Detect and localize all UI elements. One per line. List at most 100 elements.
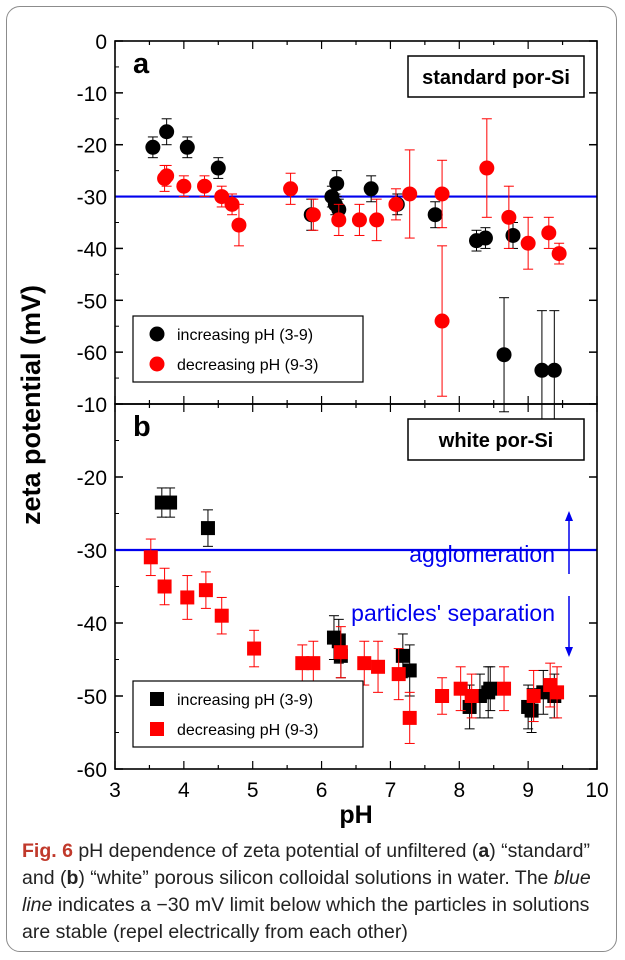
panel-a-decreasing-point	[231, 217, 247, 233]
panel-a-decreasing-point	[434, 313, 450, 329]
panel-a-increasing-point	[179, 139, 195, 155]
panel-b-decreasing-point	[306, 656, 321, 671]
panel-b-legend-label: increasing pH (3-9)	[177, 692, 313, 709]
panel-b-decreasing-point	[357, 656, 372, 671]
panel-a-decreasing-point	[479, 160, 495, 176]
panel-b-decreasing-point	[402, 710, 417, 725]
panel-b-increasing-point	[200, 521, 215, 536]
x-tick-label: 5	[247, 779, 259, 802]
panel-b-decreasing-point	[198, 583, 213, 598]
panel-b-increasing-point	[163, 495, 178, 510]
panel-b-decreasing-point	[550, 685, 565, 700]
figure-caption: Fig. 6 pH dependence of zeta potential o…	[22, 838, 607, 946]
panel-a-decreasing-point	[402, 186, 418, 202]
panel-b-increasing-point	[462, 699, 477, 714]
panel-a-title-box	[407, 55, 585, 98]
panel-b-decreasing-point	[295, 656, 310, 671]
panel-b-increasing-point	[331, 634, 346, 649]
panel-a-increasing-point	[159, 124, 175, 140]
panel-b-decreasing-point	[497, 681, 512, 696]
panel-a-decreasing-point	[214, 189, 230, 205]
x-axis-title: pH	[339, 801, 372, 829]
x-tick-label: 8	[453, 779, 465, 802]
panel-b-decreasing-point	[333, 645, 348, 660]
panel-a-increasing-point	[477, 230, 493, 246]
caption-text-3: ) “white” porous silicon colloidal solut…	[78, 867, 554, 889]
panel-b-increasing-point	[524, 703, 539, 718]
y-axis-title: zeta potential (mV)	[16, 285, 46, 525]
caption-text-1: pH dependence of zeta potential of unfil…	[72, 840, 479, 862]
panel-a-decreasing-point	[331, 212, 347, 228]
panel-b-decreasing-point	[247, 641, 262, 656]
panel-b-decreasing-point	[453, 681, 468, 696]
panel-a-increasing-point	[505, 227, 521, 243]
panel-a-increasing-point	[546, 362, 562, 378]
panel-b-decreasing-point	[157, 579, 172, 594]
panel-a-decreasing-point	[520, 235, 536, 251]
caption-panel-a: a	[478, 840, 490, 862]
agglomeration-arrowhead	[565, 511, 573, 521]
panel-a-decreasing-point	[541, 225, 557, 241]
figure-frame	[6, 6, 617, 952]
separation-arrowhead	[565, 647, 573, 657]
panel-b-decreasing-point	[464, 689, 479, 703]
panel-b-ytick-label: -30	[77, 540, 107, 563]
panel-b-legend-marker	[150, 692, 164, 706]
panel-a-decreasing-point	[224, 196, 240, 212]
x-tick-label: 4	[178, 779, 190, 802]
x-tick-label: 6	[316, 779, 328, 802]
panel-b-legend-box	[132, 680, 364, 748]
panel-a-decreasing-point	[159, 168, 175, 184]
panel-b-decreasing-point	[391, 667, 406, 682]
zeta-potential-chart: 0 -10 -20 -30 -40 -50 -60 a standard por-Si incre…	[16, 31, 609, 829]
panel-a-legend-marker	[149, 356, 165, 372]
panel-a-decreasing-point	[197, 178, 213, 194]
panel-a-decreasing-point	[283, 181, 299, 197]
panel-a-ytick-label: -10	[77, 83, 107, 106]
caption-text-2: ) “standard” and (	[22, 840, 591, 889]
caption-text-4: indicates a −30 mV limit below which the…	[22, 894, 590, 943]
panel-b-ytick-label: -20	[77, 467, 107, 490]
panel-a-legend-label: decreasing pH (9-3)	[177, 357, 318, 374]
panel-a-decreasing-point	[369, 212, 385, 228]
panel-a-ytick-label: -30	[77, 187, 107, 210]
panel-a-increasing-point	[427, 207, 443, 223]
panel-b-title-box	[407, 418, 585, 461]
panel-a-ytick-label: 0	[95, 31, 107, 54]
panel-b-frame	[114, 403, 598, 770]
panel-b-ytick-label: -10	[77, 394, 107, 417]
panel-a-increasing-point	[534, 362, 550, 378]
panel-a-increasing-point	[363, 181, 379, 197]
caption-panel-b: b	[66, 867, 79, 889]
panel-b-increasing-point	[402, 663, 417, 678]
panel-b-legend-marker	[150, 722, 164, 736]
panel-b-increasing-point	[395, 648, 410, 663]
panel-a-letter: a	[133, 48, 150, 80]
panel-b-decreasing-point	[371, 659, 386, 674]
panel-a-increasing-point	[329, 176, 345, 192]
caption-fig-label: Fig. 6	[22, 840, 73, 862]
panel-a-legend-label: increasing pH (3-9)	[177, 327, 313, 344]
panel-a-decreasing-point	[501, 209, 517, 225]
annotation-particles-separation: particles' separation	[351, 600, 555, 626]
panel-a-ytick-label: -40	[77, 238, 107, 261]
panel-a-increasing-point	[496, 347, 512, 363]
panel-b-decreasing-point	[180, 590, 195, 605]
panel-a-legend-box	[132, 315, 364, 383]
caption-blue-line: blue line	[22, 867, 591, 916]
panel-b-ytick-label: -60	[77, 759, 107, 782]
panel-b-increasing-point	[483, 681, 498, 696]
panel-a-ytick-label: -60	[77, 342, 107, 365]
panel-b-decreasing-point	[143, 550, 158, 565]
panel-a-decreasing-point	[434, 186, 450, 202]
panel-b-decreasing-point	[435, 689, 450, 703]
panel-a-increasing-point	[145, 139, 161, 155]
annotation-agglomeration: agglomeration	[409, 541, 555, 567]
x-tick-label: 3	[109, 779, 121, 802]
panel-a-decreasing-point	[388, 196, 404, 212]
panel-b-decreasing-point	[214, 608, 229, 623]
x-tick-label: 10	[585, 779, 608, 802]
panel-b-letter: b	[133, 411, 151, 443]
panel-b-decreasing-point	[526, 689, 541, 703]
x-tick-label: 9	[522, 779, 534, 802]
